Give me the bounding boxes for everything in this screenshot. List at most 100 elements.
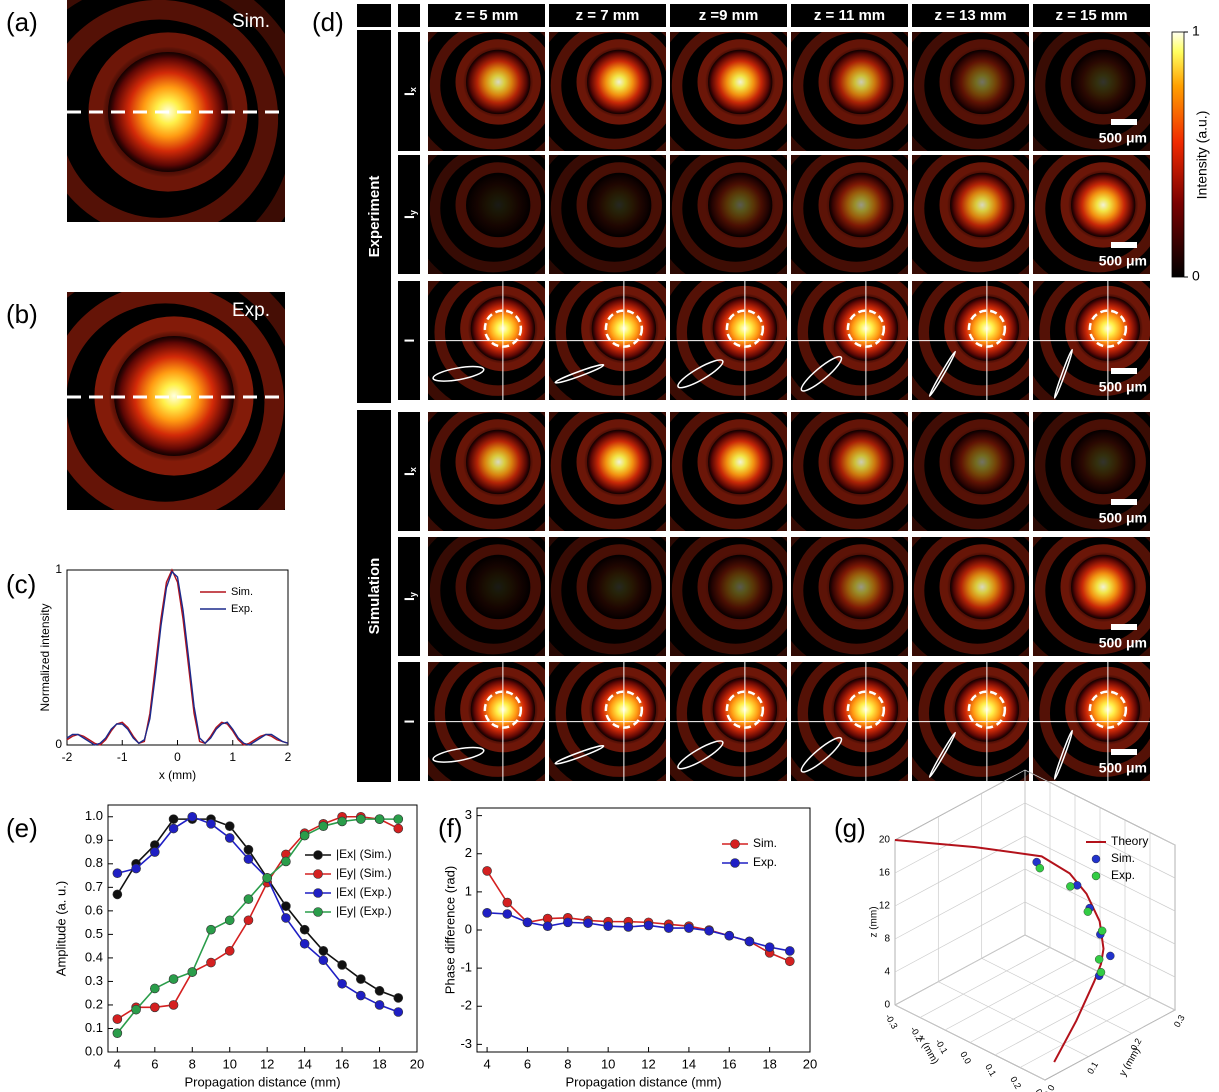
polarization-ellipse — [677, 359, 724, 389]
panel-label: (c) — [6, 569, 36, 599]
spot — [1068, 426, 1139, 498]
data-point — [187, 811, 198, 822]
ring — [671, 412, 787, 530]
spot — [584, 426, 655, 498]
ring — [67, 0, 279, 222]
intensity-image — [428, 155, 545, 274]
z-tick-label: 0 — [884, 1000, 890, 1011]
x-tick-label: 0.0 — [958, 1050, 973, 1066]
ring — [792, 155, 908, 273]
data-point — [684, 923, 694, 933]
z-tick-label: 8 — [884, 934, 890, 945]
data-point — [393, 1007, 404, 1017]
y-tick-label: 0.2 — [85, 996, 103, 1011]
column-header-bg — [670, 4, 787, 27]
grid-line — [1024, 770, 1176, 1011]
colorbar-tick-label: 0 — [1192, 268, 1200, 284]
ring — [818, 419, 904, 505]
legend-marker — [1091, 871, 1101, 881]
legend-marker — [313, 850, 323, 860]
panel-label: (g) — [834, 813, 866, 843]
data-point — [243, 915, 254, 926]
column-header: z =9 mm — [699, 7, 759, 24]
ring — [1060, 544, 1146, 630]
ring — [1060, 39, 1146, 125]
spot — [947, 46, 1018, 118]
ring — [429, 32, 545, 150]
x-tick-label: 8 — [564, 1056, 571, 1071]
spot — [705, 169, 776, 241]
data-point — [356, 990, 366, 1001]
intensity-image — [670, 155, 787, 274]
legend-label: Exp. — [231, 603, 253, 615]
data-point — [1106, 951, 1115, 961]
data-point — [299, 938, 310, 949]
data-point — [482, 866, 492, 876]
y-tick-label: 1 — [55, 562, 62, 576]
data-point — [243, 854, 254, 864]
data-point — [131, 863, 141, 874]
scale-bar-label: 500 μm — [1099, 130, 1147, 146]
ring — [429, 412, 545, 530]
spot — [1068, 169, 1139, 241]
row-label: Ix — [401, 87, 419, 96]
intensity-image — [791, 537, 908, 656]
row-label-subscript: y — [408, 592, 418, 597]
y-tick-label: 0.3 — [85, 973, 103, 988]
ring — [818, 39, 904, 125]
data-point — [522, 917, 533, 928]
spot-marker — [846, 690, 886, 729]
data-point — [318, 821, 329, 831]
ring — [1034, 155, 1150, 273]
spot — [584, 551, 655, 623]
data-point — [356, 974, 366, 984]
spot-marker — [846, 309, 886, 348]
ring — [918, 281, 1029, 396]
data-point — [704, 925, 714, 936]
data-point — [299, 830, 310, 841]
x-tick-label: 0.2 — [1008, 1075, 1023, 1091]
ring — [818, 544, 904, 630]
data-point — [1096, 968, 1106, 977]
ring — [1034, 537, 1150, 655]
panel-label: (d) — [312, 7, 344, 37]
y-tick-label: 0.1 — [85, 1020, 103, 1035]
data-point — [150, 847, 160, 857]
scale-bar-label: 500 μm — [1099, 635, 1147, 651]
row-label: I — [401, 339, 417, 343]
ring — [939, 544, 1025, 630]
intensity-image — [67, 292, 285, 510]
row-label: Ix — [401, 467, 419, 476]
data-point — [243, 894, 254, 904]
row-label: I — [401, 720, 417, 724]
y-axis-label: Phase difference (rad) — [442, 866, 457, 994]
ring — [797, 281, 908, 396]
ring — [576, 162, 662, 248]
z-tick-label: 12 — [879, 901, 891, 912]
polarization-ellipse — [928, 731, 957, 778]
series-line — [487, 912, 790, 952]
polarization-ellipse — [800, 355, 843, 392]
intensity-image — [791, 412, 908, 531]
intensity-image — [912, 32, 1029, 151]
spot — [463, 46, 534, 118]
spot — [463, 169, 534, 241]
data-point — [112, 1014, 123, 1024]
grid-line — [894, 934, 1176, 1011]
intensity-image — [1033, 32, 1150, 151]
panel-label: (a) — [6, 7, 38, 37]
data-point — [224, 833, 235, 843]
column-header-bg — [428, 4, 545, 27]
row-label-bg — [398, 412, 420, 531]
ring — [576, 544, 662, 630]
data-point — [643, 920, 654, 931]
x-axis-label: x (mm) — [915, 1034, 940, 1066]
series-line — [116, 818, 399, 999]
data-point — [206, 819, 216, 829]
x-tick-label: 12 — [641, 1056, 655, 1071]
data-point — [318, 946, 329, 956]
spot-marker — [725, 309, 765, 348]
ring — [918, 662, 1029, 777]
column-header: z = 15 mm — [1055, 7, 1127, 24]
spot — [1068, 551, 1139, 623]
